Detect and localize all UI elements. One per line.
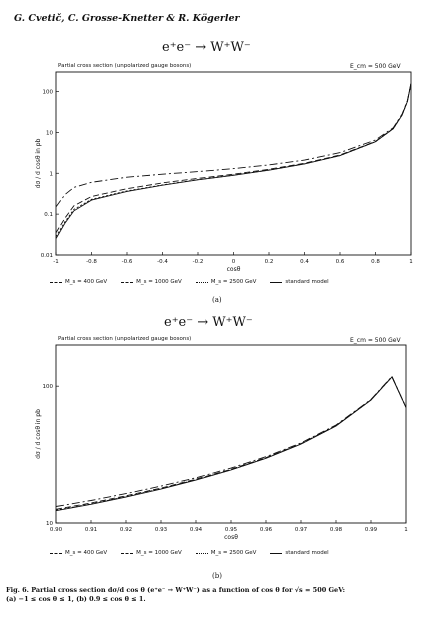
legend-item-a-1: M_s = 1000 GeV: [121, 279, 182, 285]
chart-b-y-tick-label: 10: [46, 521, 53, 527]
chart-b-x-tick-label: 0.93: [155, 527, 168, 533]
chart-a-x-tick-label: 0.8: [371, 259, 380, 265]
chart-b-series-1: [56, 376, 406, 510]
legend-swatch-icon: [121, 552, 134, 554]
legend-swatch-icon: [50, 552, 62, 554]
chart-a-y-axis-label: dσ / d cosθ in pb: [35, 138, 42, 188]
chart-b-series-0: [56, 375, 406, 507]
chart-b-x-tick-label: 1: [404, 527, 408, 533]
chart-b-series-3: [56, 376, 406, 512]
chart-b-x-tick-label: 0.91: [85, 527, 97, 533]
chart-a: -1 -0.8 -0.6 -0.4 -0.2 0 0.2 0.4 0.6 0.8 1 0.01 0.1 1…: [35, 71, 413, 273]
legend-label: M_s = 2500 GeV: [210, 550, 257, 556]
plot-title-b: Partial cross section (unpolarized gauge…: [58, 336, 192, 342]
legend-b: M_s = 400 GeV M_s = 1000 GeV M_s = 2500 …: [50, 550, 343, 556]
legend-swatch-icon: [270, 281, 283, 283]
chart-a-y-tick-label: 0.1: [44, 212, 53, 218]
chart-b-x-tick-label: 0.98: [330, 527, 343, 533]
chart-a-plot-frame: [55, 71, 412, 256]
legend-item-a-0: M_s = 400 GeV: [50, 279, 107, 285]
legend-label: standard model: [285, 550, 329, 556]
chart-b: 0.90 0.91 0.92 0.93 0.94 0.95 0.96 0.97 0.98 0.99…: [35, 344, 408, 541]
legend-label: M_s = 400 GeV: [65, 550, 108, 556]
chart-b-x-tick-label: 0.99: [365, 527, 378, 533]
chart-b-x-axis-label: cosθ: [224, 534, 238, 541]
legend-item-b-2: M_s = 2500 GeV: [195, 550, 257, 556]
chart-a-x-tick-label: 0.4: [300, 259, 309, 265]
legend-swatch-icon: [50, 281, 62, 283]
chart-b-x-tick-label: 0.94: [190, 527, 203, 533]
chart-a-y-tick-label: 1: [50, 171, 54, 177]
chart-a-series-2: [56, 83, 411, 237]
legend-item-b-3: standard model: [270, 550, 329, 556]
legend-label: M_s = 400 GeV: [65, 279, 108, 285]
process-title-a: e⁺e⁻ → W⁺W⁻: [162, 40, 251, 55]
chart-a-series-0: [56, 83, 411, 208]
panel-label-b: (b): [212, 572, 222, 580]
legend-item-a-3: standard model: [270, 279, 329, 285]
chart-a-x-tick-label: -0.8: [86, 259, 97, 265]
chart-a-x-tick-label: -0.2: [193, 259, 204, 265]
chart-a-x-tick-label: 0: [232, 259, 236, 265]
legend-swatch-icon: [270, 552, 283, 554]
chart-b-x-tick-label: 0.97: [295, 527, 308, 533]
chart-a-x-tick-label: -0.6: [122, 259, 133, 265]
legend-swatch-icon: [195, 552, 208, 554]
process-title-b: e⁺e⁻ → W⁺W⁻: [164, 315, 253, 330]
plot-title-a: Partial cross section (unpolarized gauge…: [58, 63, 192, 69]
legend-item-b-0: M_s = 400 GeV: [50, 550, 107, 556]
chart-b-x-tick-label: 0.96: [260, 527, 273, 533]
chart-b-plot-frame: [55, 344, 407, 524]
page-header-authors: G. Cvetič, C. Grosse-Knetter & R. Kögerl…: [14, 13, 240, 24]
chart-a-x-tick-label: -1: [53, 259, 58, 265]
chart-b-y-tick-label: 100: [43, 384, 54, 390]
legend-label: M_s = 1000 GeV: [136, 279, 182, 285]
chart-a-series-3: [56, 83, 411, 239]
legend-label: M_s = 1000 GeV: [136, 550, 182, 556]
legend-swatch-icon: [121, 281, 134, 283]
chart-a-y-tick-label: 100: [43, 90, 54, 96]
chart-a-x-tick-label: 0.6: [336, 259, 345, 265]
chart-a-x-tick-label: 0.2: [265, 259, 274, 265]
chart-a-x-tick-label: -0.4: [157, 259, 168, 265]
caption-line-1: Fig. 6. Partial cross section dσ/d cos θ…: [6, 586, 345, 594]
chart-b-series-2: [56, 376, 406, 511]
figure-caption: Fig. 6. Partial cross section dσ/d cos θ…: [6, 586, 426, 604]
chart-a-y-tick-label: 10: [46, 130, 53, 136]
chart-b-x-tick-label: 0.90: [50, 527, 63, 533]
chart-a-series-1: [56, 83, 411, 234]
energy-label-a: E_cm = 500 GeV: [350, 63, 401, 70]
legend-item-b-1: M_s = 1000 GeV: [121, 550, 182, 556]
chart-a-y-tick-label: 0.01: [41, 253, 53, 259]
chart-b-x-tick-label: 0.95: [225, 527, 238, 533]
chart-a-x-tick-label: 1: [409, 259, 413, 265]
legend-label: M_s = 2500 GeV: [210, 279, 257, 285]
legend-swatch-icon: [195, 281, 208, 283]
chart-b-x-tick-label: 0.92: [120, 527, 132, 533]
legend-a: M_s = 400 GeV M_s = 1000 GeV M_s = 2500 …: [50, 279, 343, 285]
caption-line-2: (a) −1 ≤ cos θ ≤ 1, (b) 0.9 ≤ cos θ ≤ 1.: [6, 595, 146, 603]
chart-b-y-axis-label: dσ / d cosθ in pb: [35, 409, 42, 459]
legend-label: standard model: [285, 279, 329, 285]
legend-item-a-2: M_s = 2500 GeV: [195, 279, 257, 285]
panel-label-a: (a): [212, 296, 222, 304]
energy-label-b: E_cm = 500 GeV: [350, 337, 401, 344]
chart-a-x-axis-label: cosθ: [227, 266, 241, 273]
